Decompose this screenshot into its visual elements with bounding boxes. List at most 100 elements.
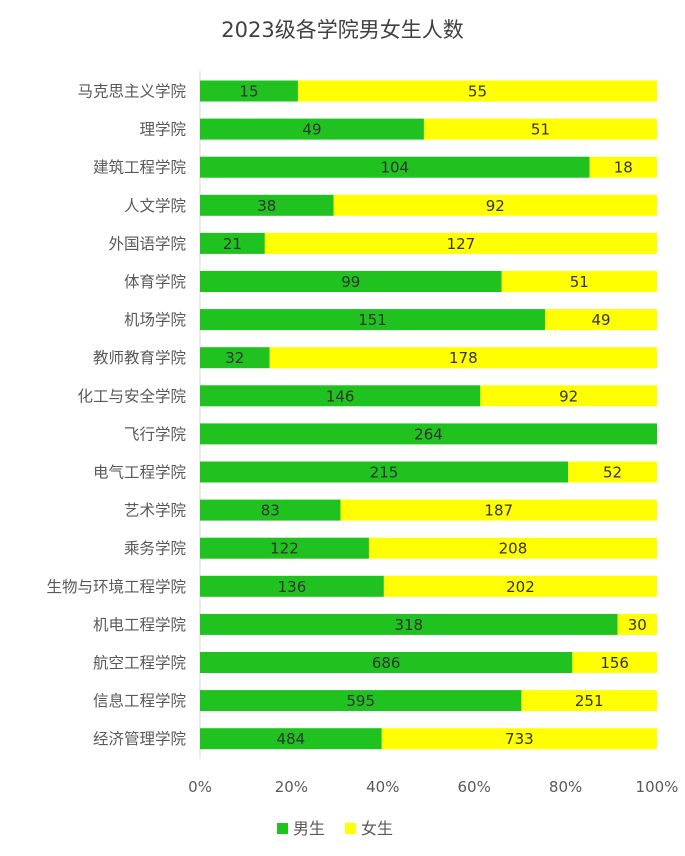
- category-label: 航空工程学院: [93, 653, 186, 672]
- category-labels-group: 马克思主义学院理学院建筑工程学院人文学院外国语学院体育学院机场学院教师教育学院化…: [46, 82, 186, 749]
- data-label: 83: [261, 502, 280, 520]
- data-label: 251: [575, 692, 604, 710]
- data-label: 92: [486, 197, 505, 215]
- chart-title: 2023级各学院男女生人数: [221, 18, 464, 42]
- bar-segment-female: [297, 80, 657, 102]
- bar-segment-male: [200, 690, 522, 712]
- data-label: 733: [505, 730, 534, 748]
- data-label: 215: [370, 464, 399, 482]
- data-label: 202: [506, 578, 535, 596]
- data-label: 178: [449, 349, 478, 367]
- data-label: 49: [302, 121, 321, 139]
- bar-segment-female: [264, 232, 657, 254]
- bar-segment-female: [589, 156, 657, 178]
- bar-segment-female: [381, 728, 657, 750]
- data-label: 208: [499, 540, 528, 558]
- bar-segment-female: [480, 385, 657, 407]
- legend-label: 女生: [361, 819, 393, 838]
- bar-segment-female: [545, 309, 657, 331]
- bar-segment-male: [200, 347, 270, 369]
- data-label: 484: [277, 730, 306, 748]
- category-label: 理学院: [139, 120, 186, 139]
- category-label: 信息工程学院: [93, 691, 186, 710]
- bar-segment-male: [200, 537, 369, 559]
- category-label: 化工与安全学院: [77, 386, 186, 405]
- bar-segment-female: [423, 118, 657, 140]
- data-label: 32: [225, 349, 244, 367]
- bar-segment-male: [200, 461, 568, 483]
- x-tick-label: 80%: [549, 778, 582, 796]
- bar-segment-male: [200, 575, 384, 597]
- category-label: 体育学院: [124, 272, 186, 291]
- data-label: 136: [278, 578, 307, 596]
- data-label: 21: [223, 235, 242, 253]
- category-label: 外国语学院: [108, 234, 186, 253]
- bar-segment-female: [269, 347, 657, 369]
- data-label: 49: [591, 311, 610, 329]
- category-label: 机场学院: [124, 310, 186, 329]
- bar-segment-female: [572, 652, 657, 673]
- category-label: 乘务学院: [124, 539, 186, 558]
- legend: 男生 女生: [277, 819, 393, 838]
- legend-swatch: [345, 823, 356, 834]
- bar-segment-female: [567, 461, 657, 483]
- bar-segment-male: [200, 423, 657, 445]
- bar-segment-male: [200, 499, 341, 521]
- data-label: 318: [394, 616, 423, 634]
- bar-segment-female: [340, 499, 657, 521]
- data-label: 38: [257, 197, 276, 215]
- data-label: 51: [570, 273, 589, 291]
- category-label: 电气工程学院: [93, 463, 186, 482]
- bar-segment-male: [200, 652, 573, 673]
- data-label: 156: [600, 654, 629, 672]
- legend-swatch: [277, 823, 288, 834]
- data-label: 686: [372, 654, 401, 672]
- x-tick-label: 0%: [188, 778, 212, 796]
- data-label: 187: [484, 502, 513, 520]
- bar-segment-male: [200, 232, 265, 254]
- category-label: 人文学院: [124, 196, 186, 215]
- data-label: 55: [468, 83, 487, 101]
- legend-label: 男生: [293, 819, 325, 838]
- category-label: 艺术学院: [124, 501, 186, 520]
- bar-segment-male: [200, 728, 382, 750]
- bar-segment-female: [521, 690, 657, 712]
- category-label: 飞行学院: [124, 424, 186, 443]
- bar-segment-male: [200, 118, 424, 140]
- bar-segment-male: [200, 385, 481, 407]
- data-label: 51: [531, 121, 550, 139]
- bar-segment-female: [368, 537, 657, 559]
- x-tick-label: 40%: [366, 778, 399, 796]
- data-label: 92: [559, 387, 578, 405]
- data-label: 52: [603, 464, 622, 482]
- bar-segment-male: [200, 613, 618, 635]
- data-label: 104: [380, 159, 409, 177]
- bar-segment-male: [200, 156, 590, 178]
- data-label: 18: [614, 159, 633, 177]
- bar-segment-male: [200, 194, 334, 216]
- bar-segment-male: [200, 271, 502, 292]
- x-tick-label: 100%: [636, 778, 679, 796]
- data-label: 127: [447, 235, 476, 253]
- category-label: 机电工程学院: [93, 615, 186, 634]
- x-tick-label: 20%: [275, 778, 308, 796]
- bar-segment-female: [383, 575, 657, 597]
- data-label: 151: [358, 311, 387, 329]
- data-label: 595: [346, 692, 375, 710]
- category-label: 建筑工程学院: [93, 158, 186, 177]
- data-label: 30: [628, 616, 647, 634]
- category-label: 经济管理学院: [93, 729, 186, 748]
- category-label: 教师教育学院: [93, 348, 186, 367]
- bars-group: 15 55 49 51 104 18 38 92 21 127 99 51 151 49 32 178 146 9…: [200, 80, 657, 750]
- data-label: 264: [414, 425, 443, 443]
- data-label: 99: [341, 273, 360, 291]
- data-label: 15: [239, 83, 258, 101]
- bar-segment-female: [333, 194, 657, 216]
- x-tick-label: 60%: [458, 778, 491, 796]
- category-label: 生物与环境工程学院: [46, 577, 186, 596]
- bar-segment-male: [200, 80, 298, 102]
- bar-segment-male: [200, 309, 546, 331]
- bar-segment-female: [501, 271, 657, 292]
- data-label: 146: [326, 387, 355, 405]
